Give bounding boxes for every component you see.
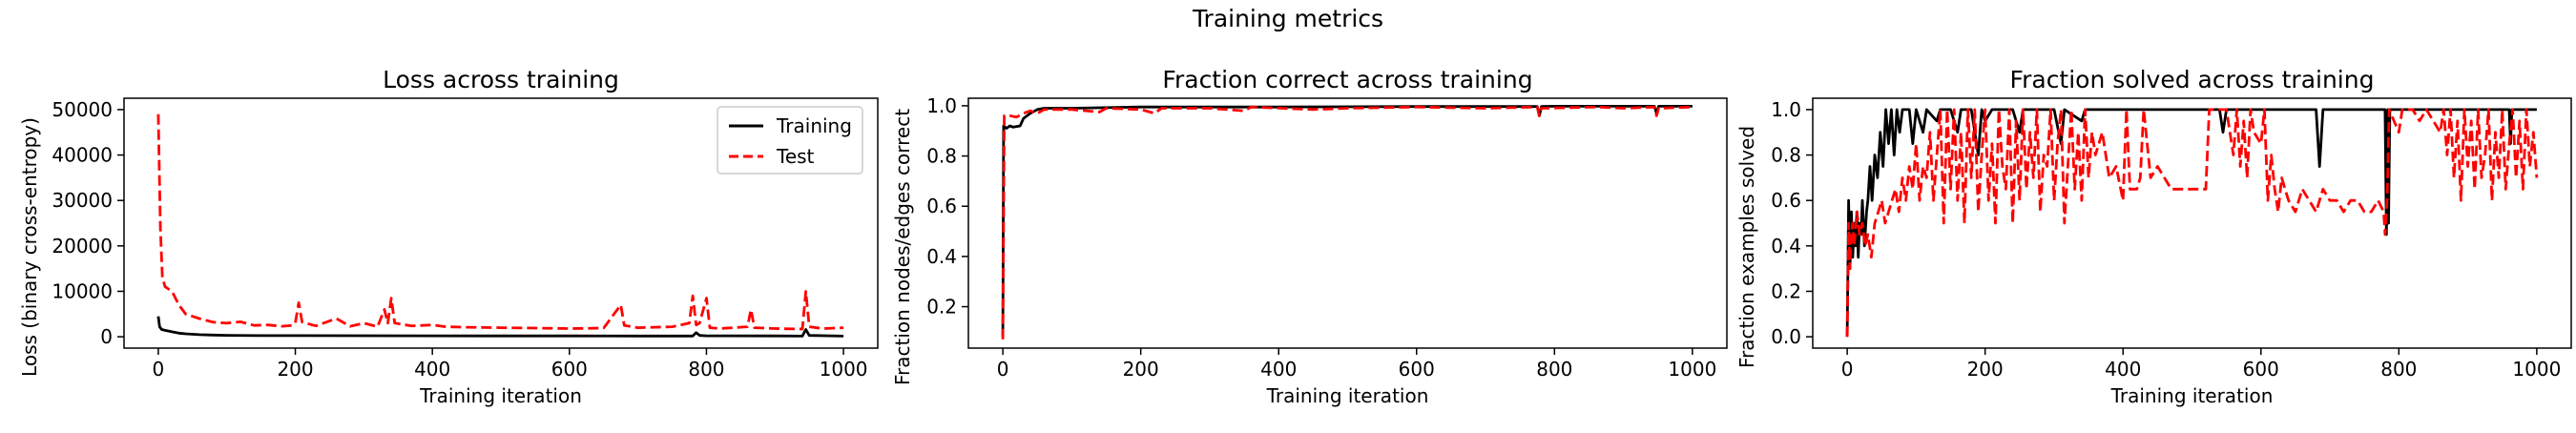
- fraction-correct-ytick-label: 0.4: [926, 245, 957, 268]
- fraction-correct-xtick-label: 1000: [1668, 358, 1716, 381]
- loss-chart: Loss across training Training iteration …: [18, 66, 879, 407]
- loss-ytick-label: 30000: [52, 189, 113, 212]
- fraction-correct-axes-frame: [967, 97, 1728, 349]
- fraction-solved-xtick-label: 200: [1967, 358, 2004, 381]
- fraction-solved-xtick-label: 600: [2243, 358, 2279, 381]
- loss-ytick-label: 40000: [52, 144, 113, 167]
- fraction-correct-ytick-label: 0.6: [926, 195, 957, 217]
- loss-chart-xlabel: Training iteration: [419, 384, 582, 407]
- fraction-correct-ytick-label: 0.8: [926, 145, 957, 168]
- fraction-correct-chart-title: Fraction correct across training: [1162, 66, 1532, 93]
- fraction-solved-xtick-label: 800: [2380, 358, 2417, 381]
- figure-title: Training metrics: [1192, 5, 1383, 32]
- fraction-correct-test-line: [1001, 105, 1693, 340]
- loss-xtick-label: 200: [277, 358, 313, 381]
- fraction-solved-ytick-label: 0.8: [1771, 144, 1801, 167]
- fraction-solved-chart-title: Fraction solved across training: [2010, 66, 2375, 93]
- fraction-solved-chart-xlabel: Training iteration: [2110, 384, 2274, 407]
- fraction-correct-xtick-label: 800: [1536, 358, 1572, 381]
- fraction-solved-ytick-label: 0.2: [1771, 279, 1801, 302]
- fraction-correct-chart-xlabel: Training iteration: [1266, 384, 1429, 407]
- loss-plot-area: 0 200 400 600 800 100001000020000300004000050…: [52, 97, 879, 381]
- fraction-solved-plot-area: 0 200 400 600 800 1000 0.0 0.2 0.4 0.6 0.8 1.0: [1771, 97, 2572, 381]
- fraction-correct-training-line: [1001, 105, 1693, 338]
- fraction-solved-ytick-label: 0.4: [1771, 235, 1801, 258]
- fraction-solved-chart: Fraction solved across training Training…: [1735, 66, 2572, 407]
- fraction-solved-chart-ylabel: Fraction examples solved: [1735, 126, 1758, 368]
- fraction-solved-xtick-label: 0: [1841, 358, 1854, 381]
- loss-legend: Training Test: [717, 106, 863, 175]
- loss-xtick-label: 600: [551, 358, 588, 381]
- fraction-solved-xtick-label: 400: [2105, 358, 2141, 381]
- fraction-correct-ytick-label: 0.2: [926, 296, 957, 319]
- fraction-solved-ytick-label: 0.0: [1771, 325, 1801, 348]
- loss-training-line: [156, 316, 844, 338]
- legend-frame: [717, 106, 863, 175]
- fraction-correct-ytick-label: 1.0: [926, 94, 957, 117]
- fraction-solved-xtick-label: 1000: [2512, 358, 2561, 381]
- fraction-correct-xtick-label: 600: [1399, 358, 1435, 381]
- loss-xtick-label: 1000: [820, 358, 868, 381]
- loss-test-line: [156, 113, 844, 331]
- loss-axes-frame: [123, 97, 879, 349]
- loss-xtick-label: 400: [414, 358, 450, 381]
- fraction-solved-axes-frame: [1812, 97, 2572, 349]
- fraction-solved-training-line: [1845, 108, 2537, 338]
- loss-ytick-label: 0: [100, 325, 113, 348]
- fraction-correct-xtick-label: 200: [1123, 358, 1159, 381]
- fraction-correct-xtick-label: 0: [997, 358, 1009, 381]
- fraction-correct-plot-area: 0 200 400 600 800 1000 0.2 0.4 0.6 0.8 1.0: [926, 94, 1728, 381]
- legend-training-label: Training: [776, 114, 852, 137]
- fraction-correct-chart-ylabel: Fraction nodes/edges correct: [891, 109, 914, 385]
- loss-chart-ylabel: Loss (binary cross-entropy): [18, 117, 41, 377]
- fraction-correct-chart: Fraction correct across training Trainin…: [891, 66, 1728, 407]
- legend-test-label: Test: [776, 145, 815, 168]
- loss-chart-title: Loss across training: [383, 66, 619, 93]
- loss-ytick-label: 10000: [52, 279, 113, 302]
- fraction-solved-ytick-label: 1.0: [1771, 98, 1801, 121]
- fraction-solved-test-line: [1845, 108, 2539, 338]
- loss-ytick-label: 50000: [52, 98, 113, 121]
- fraction-solved-ytick-label: 0.6: [1771, 189, 1801, 212]
- fraction-correct-xtick-label: 400: [1260, 358, 1297, 381]
- loss-xtick-label: 0: [153, 358, 165, 381]
- loss-xtick-label: 800: [688, 358, 724, 381]
- loss-ytick-label: 20000: [52, 235, 113, 258]
